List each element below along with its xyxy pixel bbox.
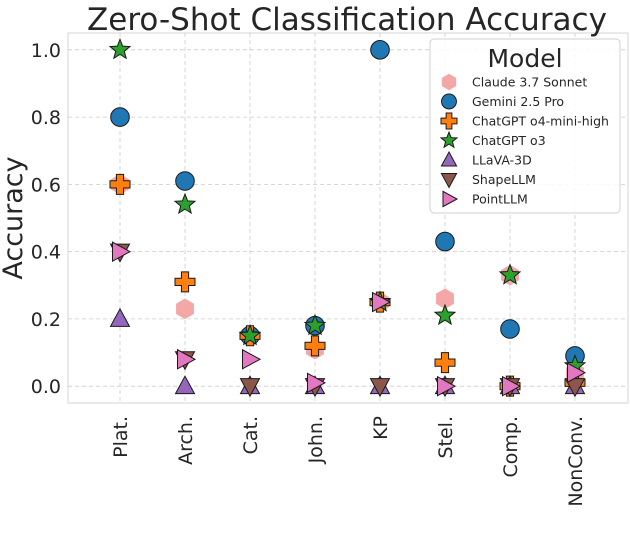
data-point: [239, 378, 261, 398]
x-tick-label: NonConv.: [565, 416, 587, 507]
legend-marker: [441, 93, 457, 110]
legend-marker: [439, 130, 459, 149]
x-tick-label: Cat.: [240, 416, 262, 454]
data-point: [238, 323, 262, 346]
legend-label: PointLLM: [472, 192, 528, 207]
legend-label: LLaVA-3D: [472, 153, 532, 168]
data-point: [109, 173, 131, 195]
data-point: [173, 192, 197, 215]
data-point: [174, 271, 196, 293]
data-point: [174, 375, 196, 395]
x-tick-label: Plat.: [110, 416, 132, 458]
x-tick-label: John.: [305, 416, 327, 464]
data-point: [303, 313, 327, 336]
y-tick-label: 0.2: [31, 309, 61, 331]
x-tick-label: Comp.: [500, 416, 522, 478]
data-point: [112, 241, 132, 262]
y-tick-label: 1.0: [31, 40, 61, 62]
data-point: [372, 291, 392, 313]
legend-marker: [440, 112, 458, 130]
data-point: [177, 348, 197, 370]
legend-title: Model: [487, 44, 562, 73]
plot-frame: [67, 32, 629, 404]
data-point: [176, 298, 194, 320]
x-tick-label: Arch.: [175, 416, 197, 465]
x-tick-label: KP: [370, 416, 392, 440]
data-point: [437, 375, 457, 397]
data-point: [369, 378, 391, 398]
data-point: [370, 40, 390, 60]
x-tick-label: Stel.: [435, 416, 457, 459]
data-point: [434, 352, 456, 374]
data-point: [500, 319, 520, 339]
legend-label: Gemini 2.5 Pro: [472, 94, 564, 109]
legend-marker: [440, 173, 458, 189]
data-point: [567, 362, 587, 384]
legend-marker: [442, 190, 459, 208]
data-point: [498, 263, 522, 285]
data-point: [433, 303, 457, 326]
y-tick-label: 0.0: [31, 376, 61, 398]
data-point: [304, 335, 326, 357]
legend-box: [429, 38, 621, 214]
legend: Model Claude 3.7 Sonnet Gemini 2.5 Pro Chat…: [429, 38, 621, 214]
legend-label: Claude 3.7 Sonnet: [472, 75, 587, 90]
data-point: [109, 307, 131, 327]
legend-label: ShapeLLM: [472, 172, 536, 187]
chart-title: Zero-Shot Classification Accuracy: [87, 2, 607, 38]
data-point: [242, 348, 262, 370]
data-point: [502, 375, 522, 397]
y-axis-label: Accuracy: [0, 156, 29, 279]
data-point: [175, 171, 195, 191]
y-tick-label: 0.4: [31, 242, 61, 264]
legend-marker: [440, 150, 458, 167]
legend-marker: [441, 73, 457, 91]
y-tick-label: 0.8: [31, 107, 61, 129]
data-point: [435, 231, 455, 252]
data-point: [108, 37, 132, 60]
legend-label: ChatGPT o3: [472, 133, 546, 148]
legend-label: ChatGPT o4-mini-high: [472, 114, 609, 129]
y-tick-label: 0.6: [31, 174, 61, 196]
data-point: [307, 372, 327, 394]
data-point: [110, 107, 130, 127]
